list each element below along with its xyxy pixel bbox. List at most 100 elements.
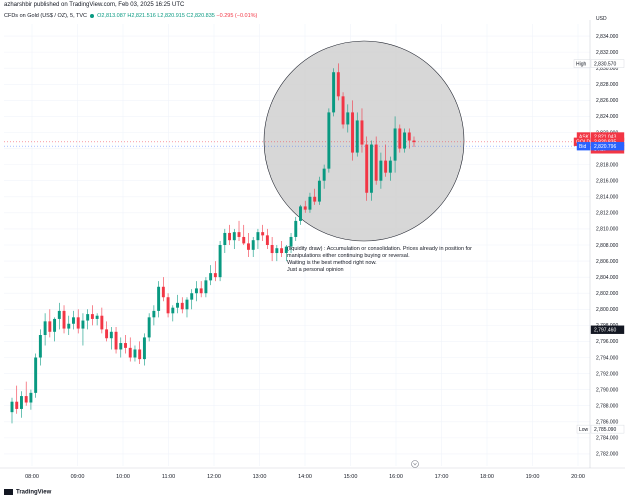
candle-body	[265, 235, 269, 245]
candle-body	[398, 128, 402, 149]
candle-body	[270, 245, 274, 254]
price-tick-label: 2,818.000	[596, 162, 618, 168]
chart-annotation: (liquidity draw) : Accumulation or conso…	[287, 246, 472, 273]
price-tick-label: 2,786.000	[596, 420, 618, 426]
candle-body	[100, 315, 104, 330]
price-label-name: Low	[579, 427, 589, 433]
chart-header: CFDs on Gold (US$ / OZ), 5, TVC O2,813.0…	[4, 13, 257, 19]
highlight-circle	[263, 40, 465, 242]
candle-body	[261, 232, 265, 236]
price-label-name: ASK	[579, 134, 590, 140]
candle-body	[228, 232, 232, 241]
ohlc-low: L2,820.915	[157, 13, 185, 19]
candle-body	[171, 307, 175, 314]
price-label-name: High	[576, 61, 587, 67]
candle-body	[218, 245, 222, 278]
candle-body	[128, 347, 132, 358]
candle-body	[313, 196, 317, 202]
candle-body	[176, 302, 179, 308]
candle-body	[280, 248, 284, 254]
time-tick-label: 20:00	[571, 474, 585, 480]
time-axis-ticks: 08:00 09:00 10:00 11:00 12:00 13:00 14:00 15:00…	[25, 474, 585, 480]
price-tick-label: 2,830.000	[596, 66, 618, 72]
price-tick-label: 2,804.000	[596, 275, 618, 281]
price-tick-label: 2,796.000	[596, 339, 618, 345]
market-status-icon	[89, 13, 94, 18]
candle-body	[317, 180, 321, 202]
price-label-value: 2,820.796	[594, 144, 616, 150]
candle-body	[180, 302, 184, 310]
candle-body	[346, 112, 350, 125]
candle-body	[403, 132, 407, 149]
candles	[10, 63, 416, 424]
candle-body	[384, 160, 388, 173]
ohlc-close: C2,820.835	[186, 13, 215, 19]
candle-body	[232, 232, 236, 241]
candle-body	[204, 280, 208, 294]
candle-body	[332, 72, 336, 113]
time-tick-label: 16:00	[389, 474, 403, 480]
candle-body	[24, 396, 28, 403]
price-tick-label: 2,802.000	[596, 291, 618, 297]
candle-body	[138, 349, 142, 360]
ohlc-high: H2,821.516	[127, 13, 156, 19]
price-tick-label: 2,792.000	[596, 371, 618, 377]
time-tick-label: 10:00	[116, 474, 130, 480]
price-tick-label: 2,800.000	[596, 307, 618, 313]
candle-body	[38, 335, 42, 358]
price-tick-label: 2,810.000	[596, 227, 618, 233]
price-tick-label: 2,824.000	[596, 114, 618, 120]
time-tick-label: 08:00	[25, 474, 39, 480]
candle-body	[152, 310, 156, 318]
price-tick-label: 2,794.000	[596, 355, 618, 361]
price-label-box	[590, 424, 625, 434]
candle-body	[72, 317, 75, 324]
candle-body	[157, 286, 161, 311]
brand-name: TradingView	[16, 490, 52, 496]
candle-body	[209, 273, 213, 281]
price-label-value: 2,821.043	[594, 134, 616, 140]
price-tick-label: 2,782.000	[596, 452, 618, 458]
candle-body	[124, 343, 127, 348]
candle-body	[322, 168, 326, 181]
price-tick-label: 2,784.000	[596, 436, 618, 442]
candle-body	[336, 72, 340, 97]
price-tick-label: 2,816.000	[596, 179, 618, 185]
time-tick-label: 09:00	[71, 474, 85, 480]
ohlc-open: O2,813.087	[97, 13, 126, 19]
tradingview-logo[interactable]: TradingView	[4, 489, 51, 496]
candle-body	[369, 144, 373, 193]
time-tick-label: 18:00	[480, 474, 494, 480]
go-to-realtime-icon[interactable]	[411, 460, 419, 468]
price-label-value: 2,830.570	[594, 61, 616, 67]
price-label-box	[590, 59, 625, 68]
symbol-title[interactable]: CFDs on Gold (US$ / OZ), 5, TVC	[4, 13, 88, 19]
candle-body	[374, 144, 378, 181]
candle-body	[48, 321, 52, 332]
price-label-tag	[576, 141, 591, 151]
price-tick-label: 2,790.000	[596, 387, 618, 393]
candle-body	[247, 243, 250, 250]
candle-body	[19, 396, 23, 409]
candle-body	[119, 343, 123, 350]
price-label-value: 2,785.090	[594, 427, 616, 433]
price-tick-label: 2,826.000	[596, 98, 618, 104]
candle-body	[360, 120, 364, 145]
price-labels: 2,830.570High2,821.043ASK2,820.835GOLD04…	[573, 59, 625, 434]
price-tick-label: 2,806.000	[596, 259, 618, 265]
candle-body	[379, 160, 383, 181]
candle-body	[86, 314, 90, 321]
price-tick-label: 2,812.000	[596, 211, 618, 217]
price-label-box	[590, 141, 625, 151]
candle-body	[194, 288, 198, 294]
candle-body	[133, 349, 137, 358]
publish-info: azharshbir published on TradingView.com,…	[4, 2, 185, 8]
candle-body	[388, 160, 392, 173]
candle-body	[242, 236, 246, 244]
candle-body	[57, 310, 61, 319]
candle-body	[355, 120, 359, 153]
candle-body	[142, 337, 146, 360]
candle-body	[109, 331, 113, 339]
price-tick-label: 2,814.000	[596, 195, 618, 201]
